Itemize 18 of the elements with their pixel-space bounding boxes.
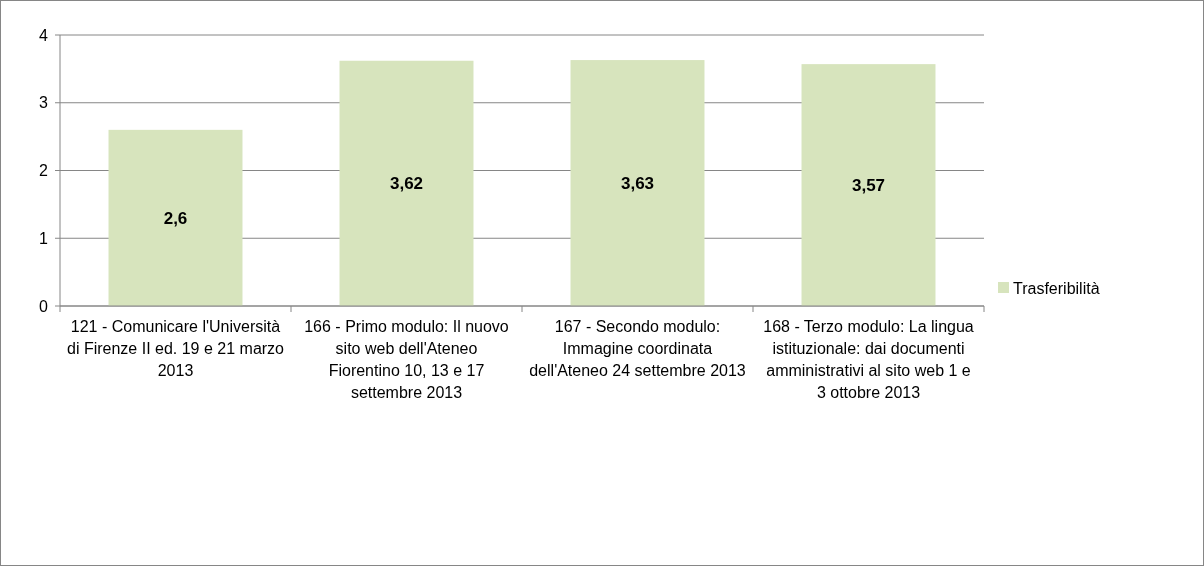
data-label: 2,6: [163, 208, 188, 228]
y-tick-label: 2: [39, 162, 49, 180]
x-tick-label: 167 - Secondo modulo: Immagine coordinata dell'Ateneo 24 settembre 2013: [529, 318, 746, 379]
y-tick-label: 0: [39, 297, 49, 315]
x-tick-label: 168 - Terzo modulo: La lingua istituzionale: dai documenti amministrativi al sito web 1 e 3 ottobre 2013: [763, 318, 974, 401]
y-tick-label: 4: [39, 26, 49, 44]
x-tick-label: 121 - Comunicare l'Università di Firenze II ed. 19 e 21 marzo 2013: [67, 318, 285, 379]
data-label: 3,63: [620, 173, 655, 193]
bar: [339, 60, 474, 306]
legend-label: Trasferibilità: [1013, 279, 1100, 297]
data-label: 3,57: [851, 176, 886, 196]
y-tick-label: 1: [39, 229, 49, 247]
bar: [108, 129, 243, 306]
bar: [801, 64, 936, 306]
y-tick-label: 3: [39, 94, 49, 112]
bar: [570, 60, 705, 306]
data-label: 3,62: [389, 174, 424, 194]
x-tick-label: 166 - Primo modulo: Il nuovo sito web dell'Ateneo Fiorentino 10, 13 e 17 settembre 2013: [304, 318, 509, 401]
